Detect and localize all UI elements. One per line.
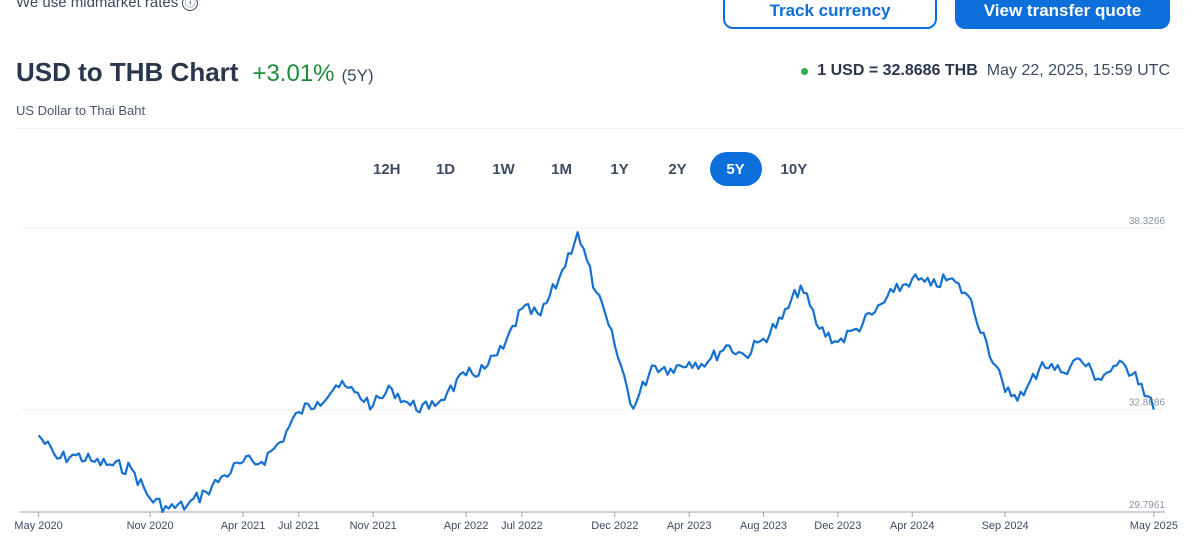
y-tick-label: 38.3266 (1129, 216, 1166, 227)
period-tab-12h[interactable]: 12H (373, 160, 401, 178)
x-tick-label: Nov 2020 (127, 520, 174, 532)
period-tab-10y[interactable]: 10Y (780, 160, 808, 178)
midmarket-note: We use midmarket rates ⓘ (16, 0, 199, 11)
chart-subtitle: US Dollar to Thai Baht (16, 103, 146, 118)
y-tick-label: 32.8686 (1129, 398, 1166, 409)
usd-thb-series-line (37, 231, 1155, 514)
x-tick-label: Apr 2022 (444, 520, 489, 532)
x-tick-label: Apr 2024 (890, 520, 935, 532)
chart-title: USD to THB Chart (16, 57, 239, 87)
change-percent: +3.01% (252, 60, 335, 87)
live-dot-icon (801, 67, 809, 75)
x-tick-label: Jul 2022 (501, 520, 543, 532)
period-tab-1w[interactable]: 1W (492, 160, 515, 178)
period-tab-1m[interactable]: 1M (551, 160, 572, 178)
x-tick-label: Apr 2021 (221, 520, 266, 532)
track-currency-button[interactable]: Track currency (723, 0, 937, 29)
rate-value: 1 USD = 32.8686 THB (817, 62, 978, 79)
view-transfer-quote-button[interactable]: View transfer quote (955, 0, 1170, 29)
divider (16, 128, 1184, 129)
x-tick-label: May 2020 (14, 520, 62, 532)
x-tick-label: Apr 2023 (667, 520, 712, 532)
change-period: (5Y) (341, 66, 374, 85)
info-icon[interactable]: ⓘ (182, 0, 199, 11)
x-tick-label: Dec 2022 (591, 520, 638, 532)
midmarket-note-text: We use midmarket rates (16, 0, 179, 11)
period-tab-5y[interactable]: 5Y (709, 152, 762, 186)
x-tick-label: Sep 2024 (982, 520, 1029, 532)
rate-timestamp: May 22, 2025, 15:59 UTC (986, 62, 1170, 79)
x-tick-label: May 2025 (1130, 520, 1178, 532)
period-selector: 12H 1D 1W 1M 1Y 2Y 5Y 10Y (360, 152, 826, 186)
period-tab-1y[interactable]: 1Y (610, 160, 629, 178)
x-tick-label: Nov 2021 (350, 520, 397, 532)
x-tick-label: Aug 2023 (740, 520, 787, 532)
x-tick-label: Jul 2021 (278, 520, 320, 532)
rate-line-chart: 38.3266 32.8686 29.7961 May 2020 Nov 2020 Apr… (14, 216, 1178, 532)
x-tick-label: Dec 2023 (814, 520, 861, 532)
period-tab-2y[interactable]: 2Y (668, 160, 687, 178)
y-tick-label: 29.7961 (1129, 500, 1166, 511)
period-tab-1d[interactable]: 1D (435, 160, 456, 178)
chart-heading: USD to THB Chart +3.01% (5Y) (16, 57, 374, 88)
current-rate: 1 USD = 32.8686 THB May 22, 2025, 15:59 … (801, 62, 1170, 80)
